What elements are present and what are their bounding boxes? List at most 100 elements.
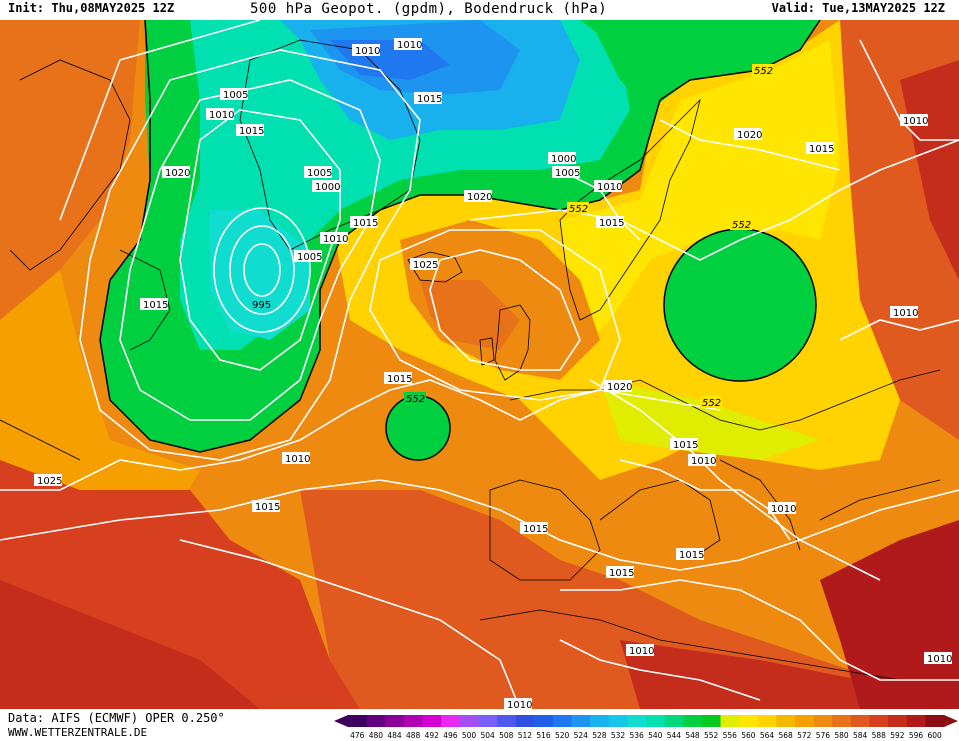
isobar-label: 1025 xyxy=(410,258,438,271)
legend-tick-label: 516 xyxy=(536,731,551,739)
svg-text:1020: 1020 xyxy=(737,130,762,141)
legend-swatch xyxy=(608,715,628,727)
legend-swatch xyxy=(571,715,591,727)
legend-swatch xyxy=(813,715,833,727)
legend-swatch xyxy=(441,715,461,727)
legend-tick-label: 540 xyxy=(648,731,663,739)
isobar-label: 1010 xyxy=(626,644,654,657)
legend-swatch xyxy=(534,715,554,727)
isobar-label: 1020 xyxy=(162,166,190,179)
svg-text:1010: 1010 xyxy=(927,654,952,665)
legend-tick-label: 480 xyxy=(369,731,384,739)
contour-label: 552 xyxy=(404,392,426,405)
isobar-label: 1015 xyxy=(670,438,698,451)
legend-swatch xyxy=(739,715,759,727)
legend-tick-label: 520 xyxy=(555,731,570,739)
legend-tick-label: 528 xyxy=(592,731,607,739)
legend-swatch xyxy=(385,715,405,727)
legend-tick-label: 572 xyxy=(797,731,812,739)
map-header: Init: Thu,08MAY2025 12Z 500 hPa Geopot. … xyxy=(0,0,959,20)
isobar-label: 1020 xyxy=(464,190,492,203)
isobar-label: 1020 xyxy=(604,380,632,393)
legend-swatch xyxy=(869,715,889,727)
svg-text:1010: 1010 xyxy=(209,110,234,121)
legend-swatch xyxy=(403,715,423,727)
legend-swatch xyxy=(515,715,535,727)
legend-tick-label: 588 xyxy=(872,731,887,739)
svg-text:1015: 1015 xyxy=(809,144,834,155)
field-southwest-dark xyxy=(0,580,260,709)
isobar-label: 1025 xyxy=(34,474,62,487)
svg-text:1020: 1020 xyxy=(467,192,492,203)
legend-tick-label: 500 xyxy=(462,731,477,739)
isobar-label: 1010 xyxy=(320,232,348,245)
legend-swatch xyxy=(683,715,703,727)
legend-tick-label: 596 xyxy=(909,731,924,739)
svg-text:552: 552 xyxy=(569,204,588,215)
isobar-label: 1015 xyxy=(384,372,412,385)
legend-swatch xyxy=(422,715,442,727)
isobar-label: 1015 xyxy=(252,500,280,513)
map-footer: Data: AIFS (ECMWF) OPER 0.250° WWW.WETTE… xyxy=(0,709,959,741)
legend-swatch xyxy=(459,715,479,727)
legend-swatch xyxy=(906,715,926,727)
legend-tick-label: 476 xyxy=(350,731,365,739)
legend-tick-label: 496 xyxy=(443,731,458,739)
svg-text:1010: 1010 xyxy=(597,182,622,193)
isobar-label: 1010 xyxy=(504,698,532,709)
svg-text:1005: 1005 xyxy=(223,90,248,101)
contour-label: 552 xyxy=(730,218,752,231)
legend-swatch xyxy=(757,715,777,727)
isobar-label: 1010 xyxy=(282,452,310,465)
legend-swatch xyxy=(590,715,610,727)
contour-label: 552 xyxy=(700,396,722,409)
legend-tick-label: 576 xyxy=(816,731,831,739)
svg-text:1020: 1020 xyxy=(607,382,632,393)
legend-tick-label: 584 xyxy=(853,731,868,739)
legend-tick-label: 560 xyxy=(741,731,756,739)
legend-tick-label: 532 xyxy=(611,731,626,739)
svg-text:1015: 1015 xyxy=(673,440,698,451)
svg-text:1025: 1025 xyxy=(37,476,62,487)
legend-tick-label: 556 xyxy=(723,731,738,739)
legend-tick-label: 592 xyxy=(890,731,905,739)
svg-text:1010: 1010 xyxy=(285,454,310,465)
isobar-label: 1015 xyxy=(414,92,442,105)
svg-text:1015: 1015 xyxy=(417,94,442,105)
legend-tick-label: 552 xyxy=(704,731,719,739)
svg-text:552: 552 xyxy=(754,66,773,77)
field-ridge-green xyxy=(600,380,820,460)
legend-swatch xyxy=(366,715,386,727)
svg-text:995: 995 xyxy=(252,300,271,311)
field-northwest xyxy=(0,20,140,320)
isobar-label: 1005 xyxy=(220,88,248,101)
isobar-label: 1015 xyxy=(676,548,704,561)
isobar-label: 1015 xyxy=(140,298,168,311)
legend-swatch xyxy=(478,715,498,727)
svg-text:1010: 1010 xyxy=(355,46,380,57)
legend-swatch xyxy=(701,715,721,727)
isobar-label: 995 xyxy=(252,300,271,311)
isobar-label: 1005 xyxy=(294,250,322,263)
svg-text:1015: 1015 xyxy=(255,502,280,513)
svg-text:1010: 1010 xyxy=(507,700,532,709)
svg-text:1015: 1015 xyxy=(609,568,634,579)
svg-text:1005: 1005 xyxy=(307,168,332,179)
weather-map[interactable]: 1010 1010 1005 1010 1015 1020 1015 1000 … xyxy=(0,20,959,709)
svg-text:1005: 1005 xyxy=(297,252,322,263)
isobar-labels: 1010 1010 1005 1010 1015 1020 1015 1000 … xyxy=(34,38,952,709)
svg-text:1020: 1020 xyxy=(165,168,190,179)
contour-label: 552 xyxy=(567,202,589,215)
field-uk-high-core xyxy=(420,280,520,350)
legend-swatch xyxy=(795,715,815,727)
isobar-label: 1005 xyxy=(304,166,332,179)
svg-text:1000: 1000 xyxy=(551,154,576,165)
legend-tick-label: 580 xyxy=(834,731,849,739)
legend-arrow-right xyxy=(944,715,958,727)
isobar-label: 1015 xyxy=(236,124,264,137)
legend-tick-label: 600 xyxy=(928,731,943,739)
field-trough-east xyxy=(590,20,820,110)
map-title: 500 hPa Geopot. (gpdm), Bodendruck (hPa) xyxy=(250,1,608,17)
legend-tick-label: 504 xyxy=(481,731,496,739)
valid-time: Valid: Tue,13MAY2025 12Z xyxy=(771,1,945,15)
